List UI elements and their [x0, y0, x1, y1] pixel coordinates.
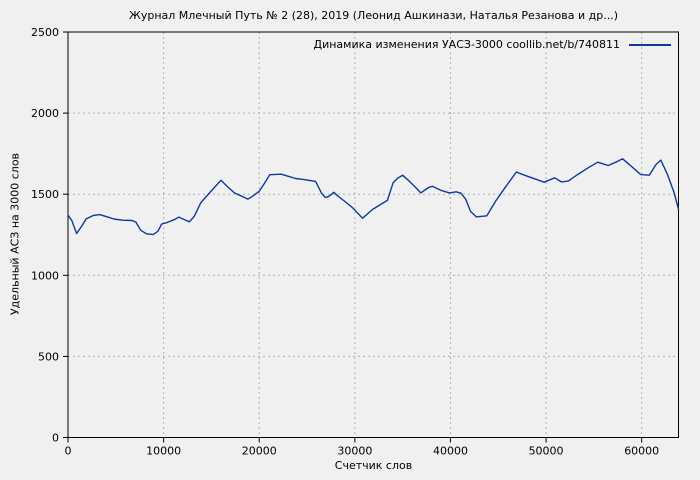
legend: Динамика изменения УАСЗ-3000 coollib.net…	[313, 38, 671, 51]
y-tick-label: 500	[38, 350, 59, 363]
x-axis-ticks: 0 10000 20000 30000 40000 50000 60000	[65, 437, 659, 458]
plot-border	[67, 31, 679, 438]
x-tick-label: 40000	[433, 445, 468, 458]
x-tick-label: 30000	[337, 445, 372, 458]
gridlines	[68, 32, 679, 438]
x-tick-label: 50000	[529, 445, 564, 458]
legend-label: Динамика изменения УАСЗ-3000 coollib.net…	[313, 38, 621, 51]
y-tick-label: 1500	[31, 188, 59, 201]
x-tick-label: 10000	[146, 445, 181, 458]
y-axis-ticks: 0 500 1000 1500 2000 2500	[31, 26, 68, 445]
y-tick-label: 2000	[31, 107, 59, 120]
legend-line-sample	[629, 43, 671, 46]
x-tick-label: 0	[65, 445, 72, 458]
x-axis-label: Счетчик слов	[334, 459, 413, 472]
chart-title: Журнал Млечный Путь № 2 (28), 2019 (Леон…	[128, 9, 619, 22]
y-tick-label: 1000	[31, 269, 59, 282]
y-axis-label: Удельный АСЗ на 3000 слов	[8, 152, 22, 316]
data-series-line	[67, 158, 680, 236]
y-tick-label: 0	[52, 432, 59, 445]
x-tick-label: 60000	[624, 445, 659, 458]
y-tick-label: 2500	[31, 26, 59, 39]
x-tick-label: 20000	[242, 445, 277, 458]
